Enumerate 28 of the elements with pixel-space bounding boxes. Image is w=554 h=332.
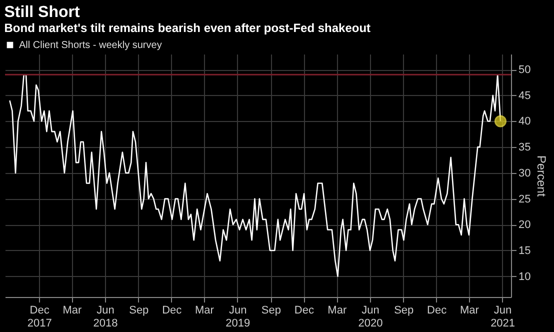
y-tick-label: 50 — [518, 64, 531, 76]
x-tick-label: Mar — [195, 304, 214, 316]
x-tick-label: Jun 2021 — [490, 304, 516, 330]
x-tick-label: Jun 2018 — [93, 304, 118, 330]
x-tick-label: Mar — [460, 304, 480, 316]
x-tick-label: Dec — [427, 304, 448, 316]
y-tick-label: 45 — [518, 90, 531, 102]
chart-title: Still Short — [4, 4, 80, 21]
y-tick-label: 15 — [518, 244, 531, 257]
x-tick-label: Jun 2019 — [226, 304, 250, 330]
x-tick-label: Mar — [328, 304, 347, 316]
legend-label: All Client Shorts - weekly survey — [19, 40, 162, 51]
x-tick-label: Dec — [294, 304, 314, 316]
y-tick-label: 10 — [518, 270, 531, 283]
y-tick-label: 35 — [518, 142, 531, 154]
x-tick-label: Jun 2020 — [358, 304, 383, 330]
chart-subtitle: Bond market's tilt remains bearish even after post-Fed shakeout — [4, 21, 371, 35]
x-tick-label: Sep — [129, 304, 149, 316]
x-tick-label: Dec — [162, 304, 182, 316]
y-tick-label: 30 — [518, 167, 531, 180]
x-tick-label: Dec 2017 — [27, 304, 52, 330]
x-tick-label: Mar — [62, 304, 82, 316]
y-tick-label: 40 — [518, 116, 531, 128]
y-tick-label: 20 — [518, 219, 531, 232]
x-tick-label: Sep — [261, 304, 281, 316]
y-axis-title: Percent — [534, 155, 549, 198]
x-tick-label: Sep — [394, 304, 414, 316]
y-tick-label: 25 — [518, 193, 531, 206]
